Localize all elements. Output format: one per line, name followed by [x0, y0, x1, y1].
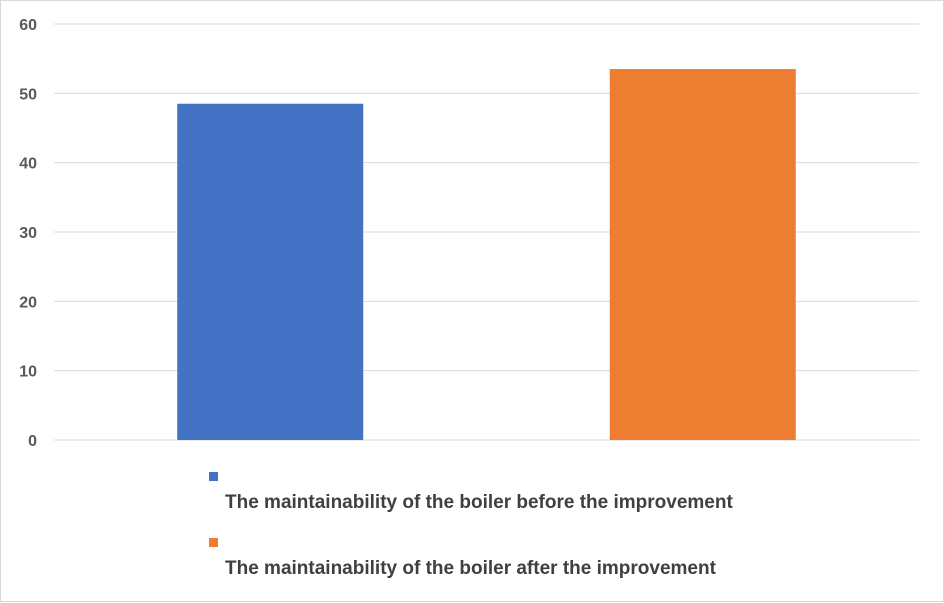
y-axis-ticks: 0 10 20 30 40 50 60 — [19, 17, 37, 450]
y-tick-label: 30 — [19, 225, 37, 242]
y-tick-label: 60 — [19, 17, 37, 34]
y-tick-label: 10 — [19, 364, 37, 381]
bar — [177, 103, 364, 440]
legend-label: The maintainability of the boiler before… — [225, 492, 733, 513]
y-tick-label: 40 — [19, 156, 37, 173]
bar — [609, 69, 796, 441]
bars — [177, 69, 796, 441]
legend-swatch — [209, 538, 218, 547]
legend: The maintainability of the boiler before… — [209, 472, 733, 579]
y-tick-label: 20 — [19, 294, 37, 311]
y-tick-label: 50 — [19, 86, 37, 103]
y-tick-label: 0 — [28, 433, 37, 450]
legend-swatch — [209, 472, 218, 481]
legend-label: The maintainability of the boiler after … — [225, 558, 717, 579]
